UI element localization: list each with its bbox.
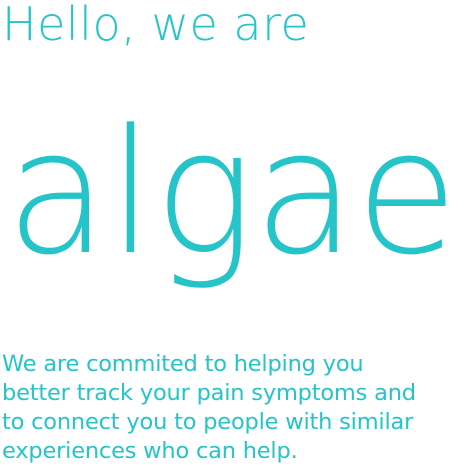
tagline-line-4: experiences who can help.: [2, 438, 298, 464]
tagline-line-1: We are commited to helping you: [2, 351, 364, 377]
tagline-line-3: to connect you to people with similar: [2, 409, 414, 435]
tagline: We are commited to helping you better tr…: [2, 350, 464, 466]
tagline-line-2: better track your pain symptoms and: [2, 380, 416, 406]
greeting-heading: Hello, we are: [2, 0, 310, 51]
brand-wordmark: algae: [6, 96, 458, 293]
brand-logo: algae: [0, 96, 464, 316]
